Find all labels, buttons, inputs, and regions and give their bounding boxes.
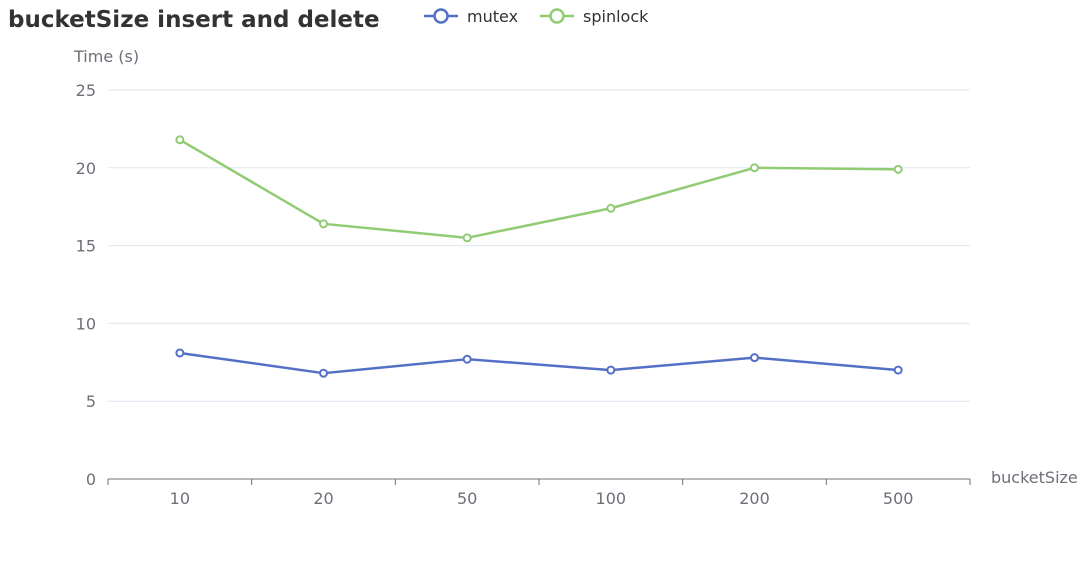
data-point-spinlock[interactable] bbox=[750, 163, 759, 173]
legend-item-spinlock[interactable]: spinlock bbox=[540, 7, 649, 26]
legend-label: mutex bbox=[467, 7, 518, 26]
x-tick-label: 20 bbox=[313, 489, 333, 508]
y-tick-label: 10 bbox=[76, 314, 96, 333]
x-tick-label: 500 bbox=[883, 489, 914, 508]
x-tick-label: 10 bbox=[170, 489, 190, 508]
data-point-spinlock[interactable] bbox=[319, 219, 328, 229]
data-point-mutex[interactable] bbox=[462, 354, 472, 364]
data-point-mutex[interactable] bbox=[750, 353, 759, 363]
x-axis: 10 20 50 100 200 500 bbox=[107, 478, 971, 508]
chart-title: bucketSize insert and delete bbox=[8, 7, 380, 33]
y-axis: 0 5 10 15 20 25 bbox=[76, 81, 96, 489]
data-point-mutex[interactable] bbox=[175, 348, 185, 358]
legend-marker-icon bbox=[549, 8, 565, 24]
legend-marker-icon bbox=[433, 8, 449, 24]
x-tick-label: 50 bbox=[457, 489, 477, 508]
data-point-mutex[interactable] bbox=[893, 365, 903, 375]
data-point-mutex[interactable] bbox=[319, 368, 328, 378]
data-point-spinlock[interactable] bbox=[893, 164, 903, 174]
data-point-mutex[interactable] bbox=[606, 365, 616, 375]
data-point-spinlock[interactable] bbox=[175, 135, 185, 145]
x-tick-label: 100 bbox=[596, 489, 627, 508]
y-tick-label: 25 bbox=[76, 81, 96, 100]
x-tick-label: 200 bbox=[739, 489, 770, 508]
legend-label: spinlock bbox=[583, 7, 649, 26]
legend-item-mutex[interactable]: mutex bbox=[424, 7, 518, 26]
data-point-spinlock[interactable] bbox=[606, 203, 616, 213]
grid-lines bbox=[108, 89, 970, 402]
y-tick-label: 0 bbox=[86, 470, 96, 489]
series-lines bbox=[175, 135, 903, 378]
y-tick-label: 20 bbox=[76, 159, 96, 178]
legend[interactable]: mutex spinlock bbox=[424, 7, 649, 26]
y-axis-title: Time (s) bbox=[73, 47, 139, 66]
y-tick-label: 15 bbox=[76, 237, 96, 256]
series-line-spinlock bbox=[179, 138, 899, 240]
series-line-mutex bbox=[179, 351, 899, 375]
data-point-spinlock[interactable] bbox=[462, 233, 472, 243]
y-tick-label: 5 bbox=[86, 392, 96, 411]
x-axis-title: bucketSize bbox=[991, 468, 1077, 487]
